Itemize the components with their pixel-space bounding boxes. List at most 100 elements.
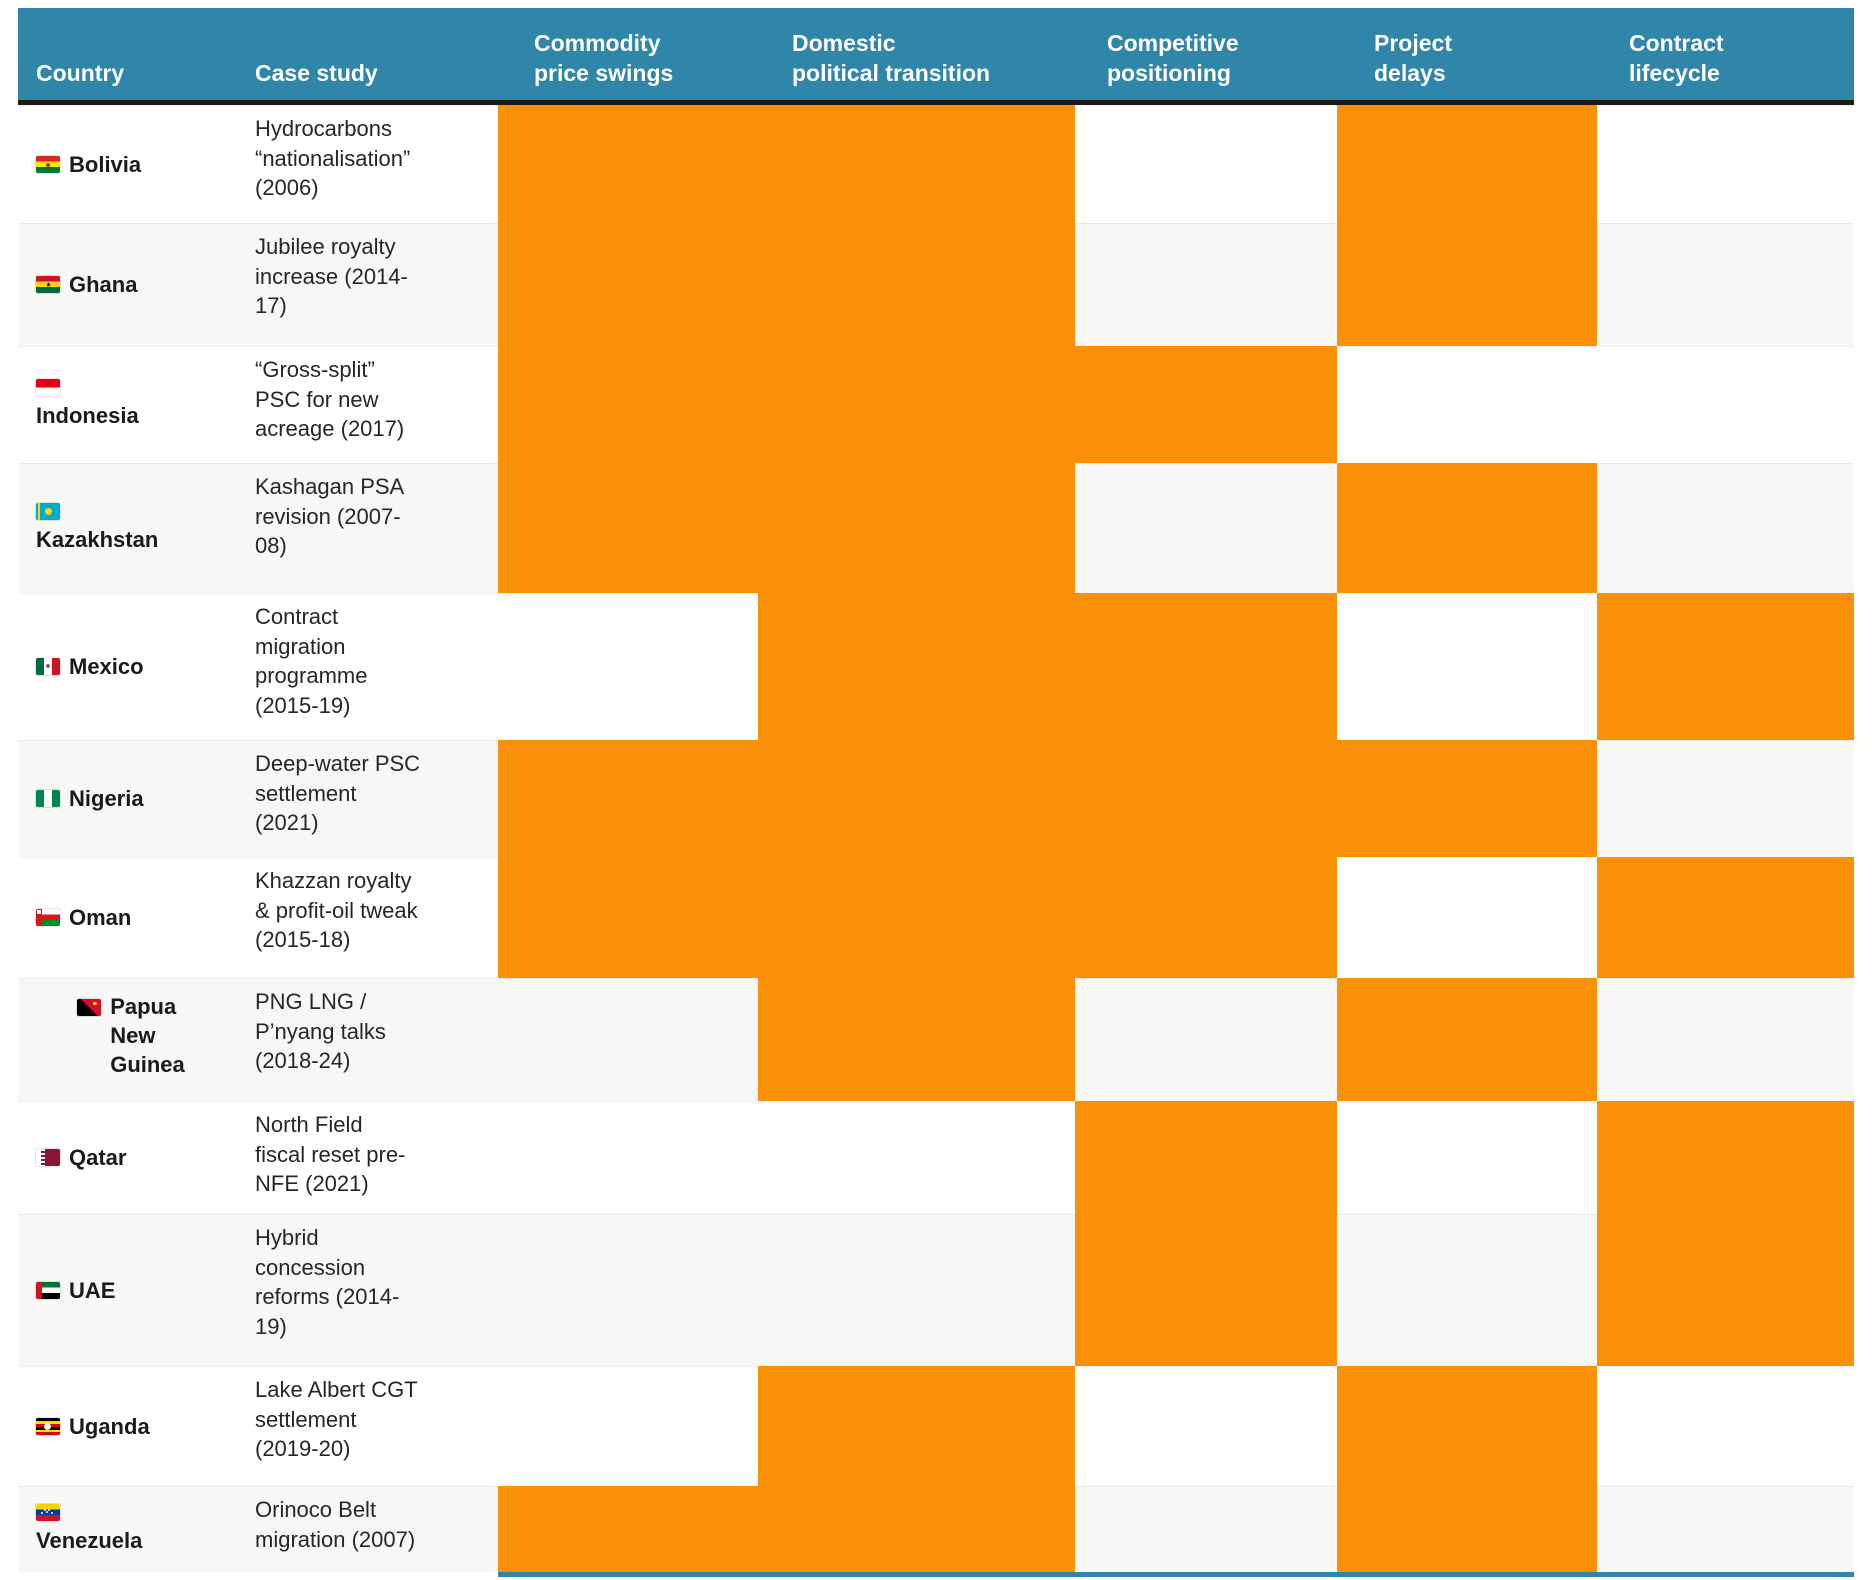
row-nigeria: Nigeria Deep-water PSC settlement (2021)	[18, 740, 1854, 857]
row-bolivia: Bolivia Hydrocarbons “nationalisation” (…	[18, 105, 1854, 223]
country-name: Oman	[69, 905, 132, 930]
factor-cell-commodity-price-swings	[498, 1214, 758, 1366]
factor-cell-contract-lifecycle	[1597, 1214, 1854, 1366]
factor-cell-domestic-political-transition	[758, 1101, 1075, 1214]
case-study-cell: Khazzan royalty & profit-oil tweak (2015…	[255, 868, 418, 952]
country-cell: Ghana	[36, 223, 226, 346]
case-study-cell: Hydrocarbons “nationalisation” (2006)	[255, 116, 411, 200]
country-cell: Kazakhstan	[36, 463, 226, 593]
factor-cell-contract-lifecycle	[1597, 593, 1854, 740]
country-cell: Nigeria	[36, 740, 226, 857]
country-cell: Bolivia	[36, 105, 226, 223]
qatar-flag-icon	[36, 1149, 60, 1166]
country-cell: Uganda	[36, 1366, 226, 1486]
factor-cell-contract-lifecycle	[1597, 978, 1854, 1101]
factor-cell-commodity-price-swings	[498, 740, 758, 857]
row-oman: Oman Khazzan royalty & profit-oil tweak …	[18, 857, 1854, 978]
papua-new-guinea-flag-icon	[77, 999, 102, 1016]
factor-cell-contract-lifecycle	[1597, 1486, 1854, 1572]
mexico-flag-icon	[36, 658, 60, 675]
factor-cell-competitive-positioning	[1075, 1214, 1337, 1366]
factor-cell-commodity-price-swings	[498, 978, 758, 1101]
row-uganda: Uganda Lake Albert CGT settlement (2019-…	[18, 1366, 1854, 1486]
row-papua-new-guinea: Papua New Guinea PNG LNG / P’nyang talks…	[18, 978, 1854, 1101]
uae-flag-icon	[36, 1281, 60, 1299]
row-uae: UAE Hybrid concession reforms (2014- 19)	[18, 1214, 1854, 1366]
country-cell: Papua New Guinea	[36, 978, 226, 1101]
country-name: Nigeria	[69, 786, 144, 811]
row-kazakhstan: Kazakhstan Kashagan PSA revision (2007- …	[18, 463, 1854, 593]
row-qatar: Qatar North Field fiscal reset pre- NFE …	[18, 1101, 1854, 1214]
ghana-flag-icon	[36, 276, 60, 293]
factor-cell-domestic-political-transition	[758, 1486, 1075, 1572]
factor-cell-project-delays	[1337, 1214, 1597, 1366]
factor-cell-contract-lifecycle	[1597, 346, 1854, 463]
factor-cell-contract-lifecycle	[1597, 463, 1854, 593]
country-cell: Mexico	[36, 593, 226, 740]
factor-cell-project-delays	[1337, 105, 1597, 223]
factor-cell-project-delays	[1337, 346, 1597, 463]
factor-cell-competitive-positioning	[1075, 223, 1337, 346]
case-study-cell: Hybrid concession reforms (2014- 19)	[255, 1225, 400, 1339]
country-cell: UAE	[36, 1214, 226, 1366]
factor-cell-commodity-price-swings	[498, 463, 758, 593]
row-ghana: Ghana Jubilee royalty increase (2014- 17…	[18, 223, 1854, 346]
factor-cell-domestic-political-transition	[758, 463, 1075, 593]
bolivia-flag-icon	[36, 155, 60, 173]
factor-cell-project-delays	[1337, 223, 1597, 346]
header-rule	[18, 100, 1854, 105]
table-bottom-rule	[18, 1572, 1854, 1577]
factor-cell-domestic-political-transition	[758, 978, 1075, 1101]
factor-cell-commodity-price-swings	[498, 1366, 758, 1486]
case-study-cell: “Gross-split” PSC for new acreage (2017)	[255, 357, 405, 441]
case-study-cell: Jubilee royalty increase (2014- 17)	[255, 234, 408, 318]
country-name: UAE	[69, 1277, 116, 1303]
case-study-cell: Orinoco Belt migration (2007)	[255, 1497, 416, 1552]
factor-cell-commodity-price-swings	[498, 857, 758, 978]
country-cell: Qatar	[36, 1101, 226, 1214]
country-name: Kazakhstan	[36, 526, 159, 552]
case-study-table: Country Case study Commodity price swing…	[18, 8, 1854, 1577]
case-study-cell: Kashagan PSA revision (2007- 08)	[255, 474, 405, 558]
country-name: Mexico	[69, 654, 144, 679]
case-study-cell: Lake Albert CGT settlement (2019-20)	[255, 1377, 418, 1461]
uganda-flag-icon	[36, 1417, 60, 1435]
factor-cell-domestic-political-transition	[758, 223, 1075, 346]
factor-cell-domestic-political-transition	[758, 740, 1075, 857]
factor-cell-commodity-price-swings	[498, 223, 758, 346]
factor-cell-domestic-political-transition	[758, 1366, 1075, 1486]
country-name: Indonesia	[36, 403, 139, 428]
factor-cell-contract-lifecycle	[1597, 1101, 1854, 1214]
factor-cell-project-delays	[1337, 1101, 1597, 1214]
factor-cell-competitive-positioning	[1075, 1486, 1337, 1572]
factor-cell-competitive-positioning	[1075, 740, 1337, 857]
factor-cell-project-delays	[1337, 593, 1597, 740]
factor-cell-competitive-positioning	[1075, 593, 1337, 740]
row-indonesia: Indonesia “Gross-split” PSC for new acre…	[18, 346, 1854, 463]
factor-cell-competitive-positioning	[1075, 978, 1337, 1101]
row-mexico: Mexico Contract migration programme (201…	[18, 593, 1854, 740]
case-study-cell: Contract migration programme (2015-19)	[255, 604, 368, 718]
col-header-domestic-political-transition: Domestic political transition	[792, 30, 991, 86]
col-header-commodity-price-swings: Commodity price swings	[534, 30, 674, 86]
kazakhstan-flag-icon	[36, 502, 60, 520]
country-cell: Indonesia	[36, 346, 226, 463]
factor-cell-competitive-positioning	[1075, 857, 1337, 978]
indonesia-flag-icon	[36, 379, 60, 396]
country-name: Papua New Guinea	[110, 994, 185, 1077]
oman-flag-icon	[36, 909, 60, 926]
factor-cell-contract-lifecycle	[1597, 740, 1854, 857]
factor-cell-contract-lifecycle	[1597, 105, 1854, 223]
factor-cell-project-delays	[1337, 978, 1597, 1101]
factor-cell-commodity-price-swings	[498, 1486, 758, 1572]
case-study-cell: North Field fiscal reset pre- NFE (2021)	[255, 1112, 406, 1196]
factor-cell-commodity-price-swings	[498, 346, 758, 463]
col-header-country: Country	[36, 60, 125, 86]
case-study-cell: Deep-water PSC settlement (2021)	[255, 751, 421, 835]
country-name: Uganda	[69, 1413, 150, 1439]
table-header: Country Case study Commodity price swing…	[18, 8, 1854, 100]
factor-cell-domestic-political-transition	[758, 346, 1075, 463]
factor-cell-competitive-positioning	[1075, 105, 1337, 223]
factor-cell-domestic-political-transition	[758, 593, 1075, 740]
